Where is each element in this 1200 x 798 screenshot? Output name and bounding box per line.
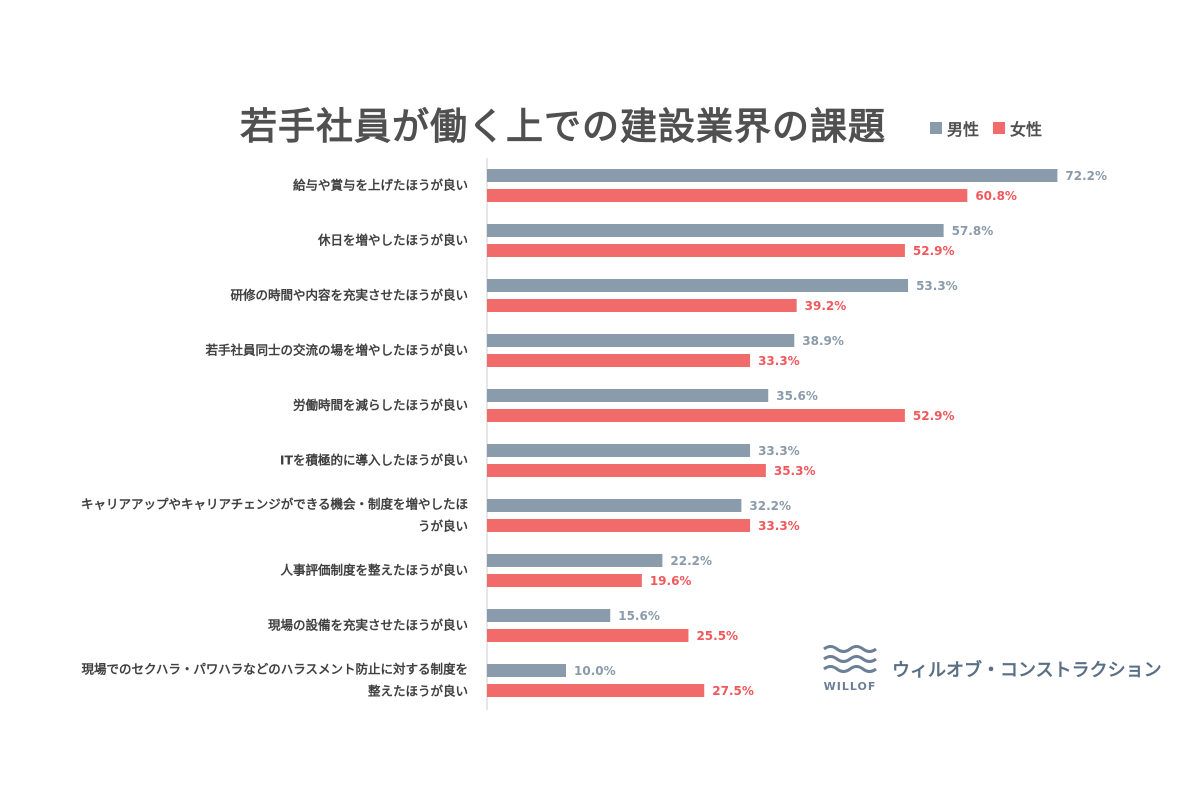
bar-male <box>487 609 611 622</box>
legend-swatch-male <box>930 122 942 134</box>
value-label-female: 19.6% <box>650 574 692 588</box>
value-label-female: 33.3% <box>758 519 800 533</box>
legend-swatch-female <box>993 122 1006 134</box>
bar-male <box>487 444 751 457</box>
value-label-male: 33.3% <box>758 444 800 458</box>
legend-item-female: 女性 <box>993 116 1042 140</box>
value-label-male: 72.2% <box>1065 169 1107 183</box>
legend: 男性 女性 <box>930 116 1042 140</box>
value-label-female: 39.2% <box>805 299 847 313</box>
value-label-male: 53.3% <box>916 279 958 293</box>
value-label-female: 25.5% <box>696 629 738 643</box>
bar-female <box>487 299 797 312</box>
value-label-male: 38.9% <box>802 334 844 348</box>
category-label: 現場でのセクハラ・パワハラなどのハラスメント防止に対する制度を <box>81 662 468 677</box>
category-label: 若手社員同士の交流の場を増やしたほうが良い <box>204 343 468 358</box>
bar-male <box>487 664 566 677</box>
bar-male <box>487 224 944 237</box>
value-label-female: 60.8% <box>975 189 1017 203</box>
bar-female <box>487 189 968 202</box>
category-label: ITを積極的に導入したほうが良い <box>280 453 468 468</box>
category-label: 労働時間を減らしたほうが良い <box>293 398 468 413</box>
legend-label-female: 女性 <box>1010 120 1043 139</box>
wave-logo-icon: WILLOF <box>822 644 878 693</box>
bar-male <box>487 499 742 512</box>
legend-item-male: 男性 <box>930 116 979 140</box>
bar-female <box>487 629 689 642</box>
category-label: キャリアアップやキャリアチェンジができる機会・制度を増やしたほ <box>81 497 469 512</box>
bar-female <box>487 519 751 532</box>
bar-female <box>487 464 766 477</box>
value-label-male: 35.6% <box>776 389 818 403</box>
brand-name: ウィルオブ・コンストラクション <box>892 659 1162 681</box>
value-label-male: 32.2% <box>749 499 791 513</box>
bar-male <box>487 334 795 347</box>
brand-logo-text: WILLOF <box>823 680 877 693</box>
bar-male <box>487 279 909 292</box>
chart-title: 若手社員が働く上での建設業界の課題 <box>240 105 886 148</box>
value-label-male: 57.8% <box>952 224 994 238</box>
category-label: うが良い <box>418 519 468 534</box>
value-label-female: 52.9% <box>913 409 955 423</box>
bar-female <box>487 354 751 367</box>
value-label-male: 22.2% <box>670 554 712 568</box>
category-label: 休日を増やしたほうが良い <box>317 233 468 248</box>
value-label-female: 52.9% <box>913 244 955 258</box>
category-label: 研修の時間や内容を充実させたほうが良い <box>230 288 468 303</box>
bar-female <box>487 244 905 257</box>
bar-female <box>487 574 642 587</box>
value-label-female: 27.5% <box>712 684 754 698</box>
value-label-male: 15.6% <box>618 609 660 623</box>
legend-label-male: 男性 <box>947 120 980 139</box>
brand: WILLOF ウィルオブ・コンストラクション <box>822 644 1162 693</box>
value-label-male: 10.0% <box>574 664 616 678</box>
value-label-female: 35.3% <box>774 464 816 478</box>
category-label: 人事評価制度を整えたほうが良い <box>280 563 468 578</box>
category-label: 給与や賞与を上げたほうが良い <box>293 178 468 193</box>
bar-male <box>487 169 1058 182</box>
bar-male <box>487 554 663 567</box>
bar-female <box>487 409 905 422</box>
category-label: 整えたほうが良い <box>368 684 468 699</box>
bar-male <box>487 389 769 402</box>
category-label: 現場の設備を充実させたほうが良い <box>268 618 468 633</box>
bar-female <box>487 684 705 697</box>
value-label-female: 33.3% <box>758 354 800 368</box>
